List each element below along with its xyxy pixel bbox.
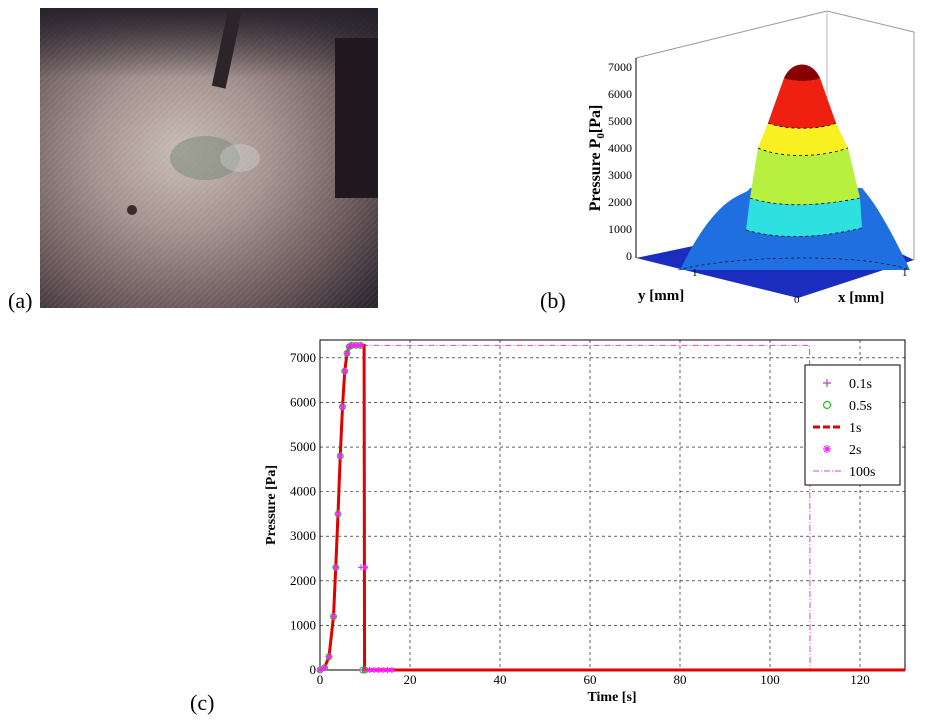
panel-label-a: (a) — [8, 288, 33, 313]
y-tick-1: 1 — [692, 267, 698, 279]
point-2s — [321, 664, 328, 671]
z-tick-4000: 4000 — [608, 141, 632, 155]
point-2s — [380, 667, 386, 673]
y-axis-label: y [mm] — [638, 288, 684, 304]
point-2s — [366, 667, 373, 673]
y-axis-label: Pressure [Pa] — [264, 465, 279, 545]
y-tick-label: 5000 — [290, 439, 316, 454]
legend-label: 2s — [849, 443, 861, 458]
x-tick-label: 40 — [494, 672, 507, 687]
x-tick-label: 0 — [317, 672, 324, 687]
x-tick-label: 20 — [404, 672, 417, 687]
x-tick-label: 80 — [674, 672, 687, 687]
z-axis-label: Pressure P0[Pa] — [587, 105, 607, 212]
x-tick-1: 1 — [902, 267, 908, 279]
point-2s — [344, 350, 350, 357]
point-2s — [337, 452, 344, 459]
point-2s — [330, 613, 337, 620]
y-tick-label: 1000 — [290, 617, 316, 632]
point-2s — [348, 342, 355, 349]
legend-label: 0.5s — [849, 399, 872, 414]
panel-label-c: (c) — [190, 690, 215, 715]
point-2s — [389, 667, 395, 673]
point-2s — [341, 368, 348, 375]
z-tick-2000: 2000 — [608, 195, 632, 209]
z-tick-3000: 3000 — [608, 168, 632, 182]
y-tick-label: 2000 — [290, 573, 316, 588]
y-tick-label: 3000 — [290, 528, 316, 543]
point-2s — [371, 667, 377, 673]
panel-label-b: (b) — [540, 288, 566, 313]
pressure-time-chart: 0 20 40 60 80 100 120 0 1000 2000 3000 4000 5000 6000… — [255, 335, 935, 715]
legend-label: 1s — [849, 421, 861, 436]
legend-marker — [822, 400, 832, 410]
z-tick-0: 0 — [626, 249, 632, 263]
z-tick-6000: 6000 — [608, 87, 632, 101]
z-tick-1000: 1000 — [608, 222, 632, 236]
point-2s — [357, 342, 364, 349]
point-2s — [346, 343, 353, 350]
legend-marker — [823, 379, 831, 387]
legend-marker — [823, 445, 831, 453]
point-2s — [332, 564, 339, 571]
y-tick-label: 6000 — [290, 394, 316, 409]
x-axis-label: Time [s] — [587, 690, 636, 705]
x-axis-label: x [mm] — [838, 290, 884, 306]
x-tick-label: 120 — [850, 672, 870, 687]
x-tick-label: 60 — [584, 672, 597, 687]
point-2s — [339, 403, 346, 410]
z-tick-5000: 5000 — [608, 114, 632, 128]
y-tick-label: 0 — [310, 662, 317, 677]
point-2s — [317, 667, 323, 673]
x-tick-label: 100 — [760, 672, 780, 687]
y-tick-label: 7000 — [290, 350, 316, 365]
legend-box — [804, 364, 901, 486]
origin-tick: 0 — [794, 294, 800, 306]
y-tick-label: 4000 — [290, 484, 316, 499]
point-2s — [362, 564, 368, 571]
z-tick-7000: 7000 — [608, 60, 632, 74]
point-2s — [335, 510, 341, 517]
pressure-surface-plot: 7000 6000 5000 4000 3000 2000 1000 0 Pre… — [580, 8, 930, 308]
point-2s — [326, 653, 332, 660]
legend-label: 100s — [849, 465, 875, 480]
skin-photo — [40, 7, 378, 308]
point-2s — [384, 667, 391, 673]
point-2s — [375, 667, 382, 673]
legend: 0.1s 0.5s 1s 2s 100s — [804, 364, 901, 486]
legend-label: 0.1s — [849, 377, 872, 392]
point-2s — [353, 342, 359, 349]
